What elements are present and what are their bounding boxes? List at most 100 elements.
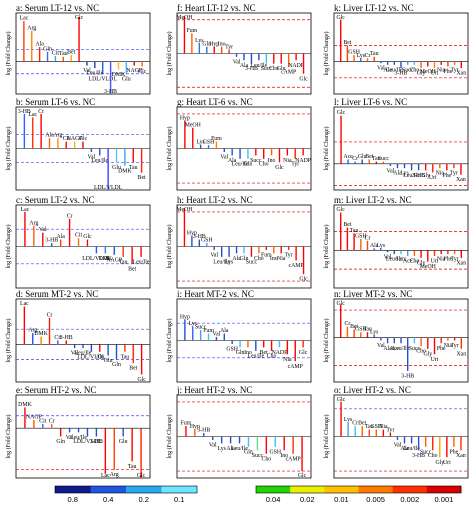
- panels-group: a: Serum LT-12 vs. NC log (Fold Change) La…: [5, 3, 469, 479]
- bar-label: GSH: [203, 140, 215, 146]
- colorbar-segment: [290, 486, 325, 493]
- panel-frame: [333, 12, 469, 95]
- bar-label: Nia: [283, 357, 292, 363]
- colorbar-frame: [54, 485, 198, 494]
- bar-label: Ala: [383, 67, 392, 73]
- bar-label: Ino: [270, 256, 278, 262]
- bar-label: Lys: [400, 171, 409, 177]
- panel-title: b: Serum LT-6 vs. NC: [16, 97, 95, 107]
- bar-label: Ino: [280, 453, 288, 459]
- bar-label: Cr: [365, 235, 371, 241]
- colorbar-tick-label: 0.001: [435, 495, 454, 504]
- bar-label: DMK: [118, 168, 132, 174]
- panel-h: h: Heart LT-2 vs. NC log (Fold Change) MeO…: [166, 195, 312, 289]
- bar-label: Nia: [444, 343, 453, 349]
- bar-label: Tau: [372, 156, 381, 162]
- bar-label: Xan: [456, 177, 466, 183]
- bar-label: Xan: [456, 351, 466, 357]
- bar-label: Glc: [138, 69, 147, 75]
- bar-label: Fum: [203, 328, 214, 334]
- bar-label: Glc: [337, 397, 346, 403]
- colorbar-segment: [256, 486, 291, 493]
- bar-label: 3-HB: [193, 234, 206, 240]
- bar-label: Succ: [395, 257, 407, 263]
- bar-label: Cit: [52, 50, 59, 56]
- bar-label: Nia: [437, 67, 446, 73]
- colorbar-p-values-blue: 0.8 0.4 0.2 0.1: [54, 485, 198, 504]
- panel-title: c: Serum LT-2 vs. NC: [16, 195, 95, 205]
- bar-label: Lys: [195, 38, 204, 44]
- bar-label: Cit: [54, 335, 61, 341]
- bar-label: Glc: [299, 76, 308, 82]
- bar-label: 3-HB: [401, 373, 414, 379]
- bar-label: Leu/Ile: [91, 158, 108, 164]
- bar-label: Cr: [49, 419, 55, 425]
- bar-label: Fum: [211, 136, 222, 142]
- bar-label: Glc: [83, 234, 92, 240]
- bar-label: Ala: [226, 446, 235, 452]
- bar-label: Arg: [110, 472, 119, 478]
- bar-label: Fum: [187, 28, 198, 34]
- bar-label: Leu/Ile: [213, 259, 230, 265]
- panel-title: e: Serum HT-2 vs. NC: [16, 385, 96, 395]
- colorbar-segment: [55, 486, 91, 493]
- bar-label: Hyp: [180, 314, 190, 320]
- bar-label: Lys: [189, 321, 198, 327]
- bar-label: Tyr: [451, 257, 459, 263]
- panel-title: n: Liver MT-2 vs. NC: [334, 289, 412, 299]
- bar-label: NAGP: [126, 68, 142, 74]
- bar-label: Gln: [244, 161, 253, 167]
- bar-label: Arg: [29, 220, 38, 226]
- bar-label: 3-HB: [90, 439, 103, 445]
- panel-title: o: Liver HT-2 vs. NC: [334, 385, 411, 395]
- bar-label: 3-HB: [245, 66, 258, 72]
- y-axis-label: log (Fold Change): [166, 225, 173, 269]
- panel-m: m: Liver LT-2 vs. NC log (Fold Change) Glc…: [323, 195, 469, 289]
- colorbar-segment: [90, 486, 127, 493]
- bar-label: Lys: [225, 259, 234, 265]
- bar-label: Bet: [138, 175, 146, 181]
- bar-label: cAMP: [286, 456, 301, 462]
- bar-label: Ala: [393, 171, 402, 177]
- bar-label: Nia: [283, 158, 292, 164]
- bar-label: Bet: [358, 421, 366, 427]
- bar-label: Val: [213, 332, 221, 338]
- bar-label: Leu/Ile: [386, 257, 403, 263]
- panel-o: o: Liver HT-2 vs. NC log (Fold Change) Glc…: [323, 385, 469, 479]
- bar-label: GSH: [355, 233, 367, 239]
- y-axis-label: log (Fold Change): [166, 32, 173, 76]
- bar-label: Uri: [431, 71, 439, 77]
- panel-title: f: Heart LT-12 vs. NC: [177, 3, 256, 13]
- bar-label: Leu/Ile: [232, 161, 249, 167]
- bar-label: Lac: [28, 112, 37, 118]
- bar-label: cAMP: [288, 364, 303, 370]
- bar-label: Ino: [218, 41, 226, 47]
- bar-label: Glu: [122, 76, 131, 82]
- bar-label: Cho: [428, 453, 438, 459]
- bar-label: Xan: [456, 260, 466, 266]
- bar-label: Ace: [343, 154, 353, 160]
- bar-label: 3-HB: [45, 238, 58, 244]
- bar-label: Arg: [28, 327, 37, 333]
- bar-label: DMK: [18, 402, 32, 408]
- colorbar-tick-label: 0.01: [334, 495, 349, 504]
- bar-label: DMK: [112, 72, 126, 78]
- bar-label: Glc: [275, 165, 284, 171]
- bar-label: Lys: [196, 140, 205, 146]
- panel-title: h: Heart LT-2 vs. NC: [177, 195, 253, 205]
- bar-label: Bet: [343, 222, 351, 228]
- bar-label: Ino: [244, 350, 252, 356]
- bar-label: Ala: [400, 446, 409, 452]
- panel-title: k: Liver LT-12 vs. NC: [334, 3, 414, 13]
- bar-label: Glu: [277, 66, 286, 72]
- bar-label: Succ: [195, 325, 207, 331]
- bar-label: NADP: [295, 158, 311, 164]
- panel-l: l: Liver LT-6 vs. NC log (Fold Change) Glc…: [323, 97, 469, 191]
- bar-label: Uri: [431, 357, 439, 363]
- bar-label: Succ: [378, 156, 390, 162]
- panel-frame: [15, 12, 151, 95]
- bar-label: Gly: [421, 173, 430, 179]
- bar-label: Gln: [236, 350, 245, 356]
- bar-label: Nia: [437, 257, 446, 263]
- bar-label: MeOH: [185, 122, 202, 128]
